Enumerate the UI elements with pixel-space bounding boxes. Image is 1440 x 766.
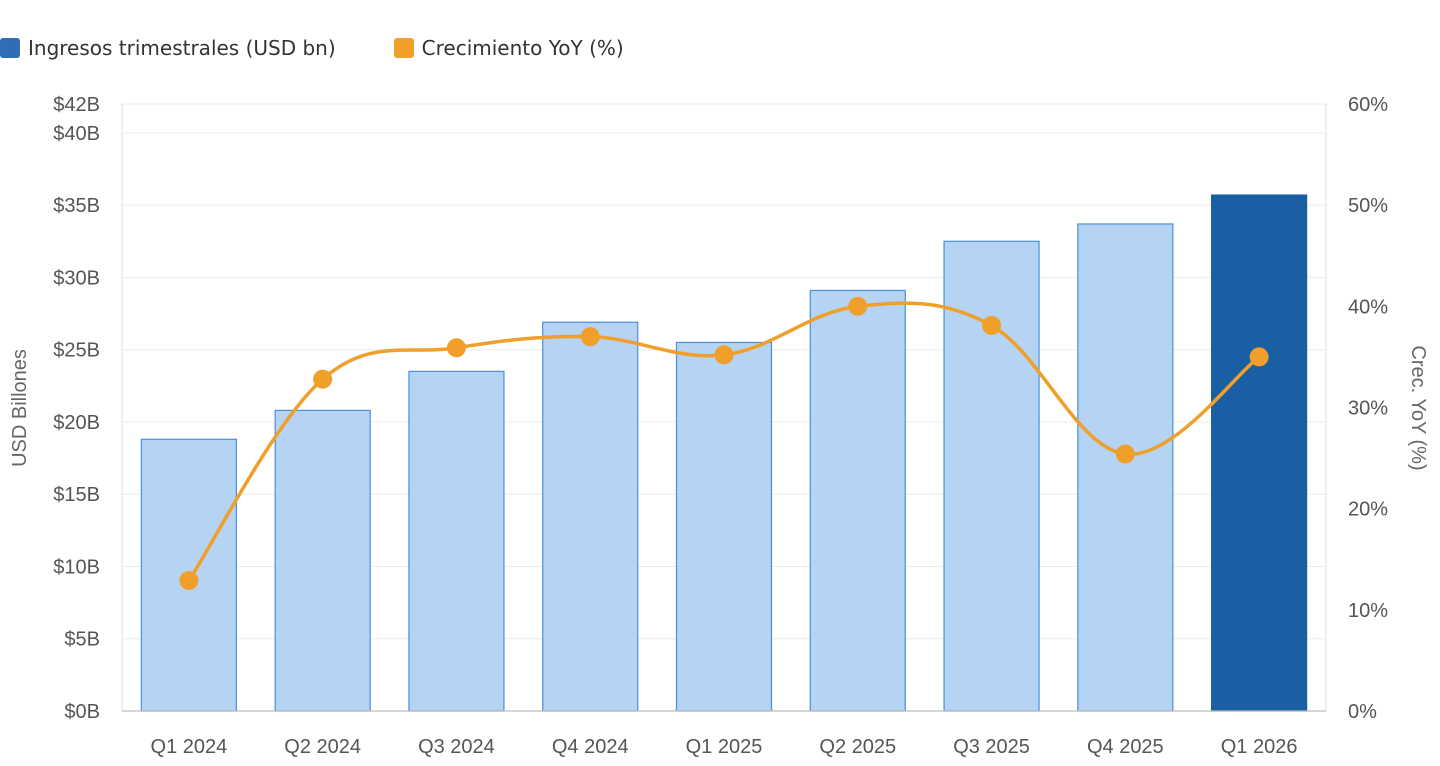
legend-item-growth[interactable]: Crecimiento YoY (%) — [393, 36, 624, 60]
legend-label-growth: Crecimiento YoY (%) — [421, 36, 624, 60]
y-tick-label: $35B — [53, 195, 100, 217]
growth-point-q2-2025[interactable] — [848, 296, 868, 316]
y2-axis-title: Crec. YoY (%) — [1407, 345, 1429, 470]
x-tick-label: Q2 2025 — [819, 736, 896, 758]
y-tick-label: $40B — [53, 123, 100, 145]
x-tick-label: Q2 2024 — [284, 736, 361, 758]
legend: Ingresos trimestrales (USD bn) Crecimien… — [0, 36, 682, 60]
y-tick-label: $5B — [64, 629, 100, 651]
x-tick-label: Q4 2025 — [1087, 736, 1164, 758]
bar-q4-2024[interactable] — [542, 321, 639, 712]
growth-point-q1-2025[interactable] — [714, 345, 734, 365]
growth-point-q4-2024[interactable] — [580, 327, 600, 347]
line-series — [179, 296, 1269, 590]
x-tick-label: Q1 2025 — [686, 736, 763, 758]
legend-item-revenue[interactable]: Ingresos trimestrales (USD bn) — [0, 36, 336, 60]
y-tick-label: $20B — [53, 412, 100, 434]
tick-labels: $0B $5B $10B $15B $20B $25B $30B $35B $40B $42B 0%… — [53, 94, 1388, 758]
growth-point-q3-2025[interactable] — [982, 316, 1002, 336]
growth-point-q1-2024[interactable] — [179, 570, 199, 590]
y-tick-label: $42B — [53, 94, 100, 116]
bar-q2-2025[interactable] — [809, 289, 906, 712]
legend-label-revenue: Ingresos trimestrales (USD bn) — [28, 36, 336, 60]
y2-tick-label: 30% — [1348, 398, 1388, 420]
y-tick-label: $25B — [53, 340, 100, 362]
bar-q4-2025[interactable] — [1077, 223, 1174, 712]
y2-tick-label: 60% — [1348, 94, 1388, 116]
legend-swatch-revenue — [0, 38, 20, 58]
y-tick-label: $0B — [64, 701, 100, 723]
bar-q1-2026[interactable] — [1211, 194, 1308, 712]
x-tick-label: Q4 2024 — [552, 736, 629, 758]
growth-point-q3-2024[interactable] — [446, 338, 466, 358]
y-tick-label: $15B — [53, 484, 100, 506]
legend-swatch-growth — [393, 38, 414, 58]
growth-point-q4-2025[interactable] — [1115, 444, 1135, 464]
y2-tick-label: 20% — [1348, 499, 1388, 521]
bar-q2-2024[interactable] — [274, 409, 371, 712]
y-tick-label: $30B — [53, 267, 100, 289]
growth-point-q2-2024[interactable] — [313, 369, 333, 389]
x-tick-label: Q1 2026 — [1221, 736, 1298, 758]
x-tick-label: Q3 2025 — [953, 736, 1030, 758]
y2-tick-label: 10% — [1348, 600, 1388, 622]
bar-q1-2025[interactable] — [675, 341, 773, 712]
y2-tick-label: 0% — [1348, 701, 1377, 723]
y2-tick-label: 40% — [1348, 296, 1388, 318]
y-tick-label: $10B — [53, 556, 100, 578]
bar-q3-2024[interactable] — [408, 370, 505, 712]
x-tick-label: Q3 2024 — [418, 736, 495, 758]
y-axis-title: USD Billones — [9, 349, 31, 467]
growth-point-q1-2026[interactable] — [1249, 347, 1269, 367]
x-tick-label: Q1 2024 — [151, 736, 228, 758]
y2-tick-label: 50% — [1348, 195, 1388, 217]
